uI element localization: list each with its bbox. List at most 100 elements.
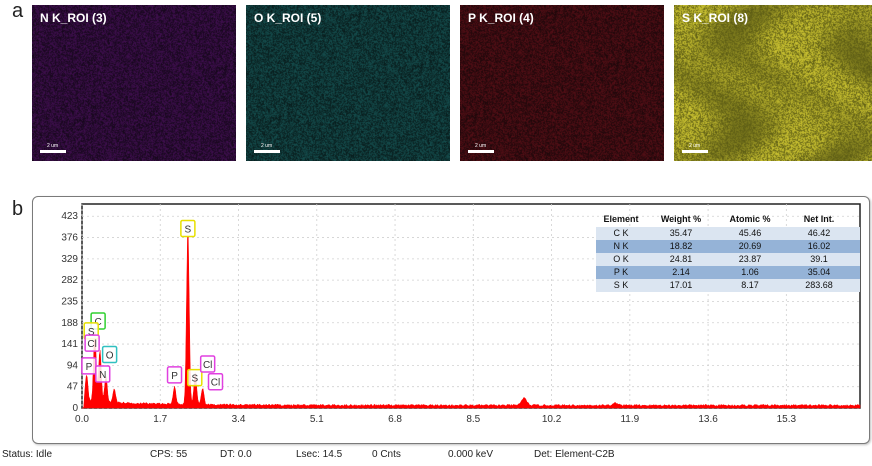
cell-atomic: 23.87 <box>738 254 762 264</box>
cell-net-int: 46.42 <box>807 228 831 238</box>
status-dt: DT: 0.0 <box>220 449 252 460</box>
table-row: N K 18.82 20.69 16.02 <box>596 240 860 253</box>
cell-weight: 24.81 <box>669 254 693 264</box>
x-tick-label: 5.1 <box>310 414 324 425</box>
element-label-box <box>166 366 183 384</box>
map-oxygen-image <box>246 5 450 161</box>
x-tick-label: 11.9 <box>620 414 639 425</box>
element-label-box <box>180 219 196 238</box>
map-phosphorus-scale-text: 2 um <box>475 143 487 149</box>
element-label-box <box>94 365 111 383</box>
cell-atomic: 8.17 <box>741 280 759 290</box>
map-sulfur-image <box>674 5 872 161</box>
map-nitrogen-label: N K_ROI (3) <box>40 11 107 25</box>
cell-net-int: 39.1 <box>810 254 828 264</box>
x-tick-label: 10.2 <box>542 414 562 425</box>
quant-table: Element Weight % Atomic % Net Int. C K 3… <box>596 211 860 292</box>
x-tick-label: 8.5 <box>466 414 480 425</box>
map-nitrogen: N K_ROI (3) 2 um <box>32 5 236 161</box>
status-cps: CPS: 55 <box>150 449 188 460</box>
element-label-box <box>199 355 216 373</box>
cell-atomic: 45.46 <box>738 228 762 238</box>
map-phosphorus: P K_ROI (4) 2 um <box>460 5 664 161</box>
map-sulfur: S K_ROI (8) 2 um <box>674 5 872 161</box>
status-bar: Status: Idle CPS: 55 DT: 0.0 Lsec: 14.5 … <box>0 446 872 464</box>
status-cnts: 0 Cnts <box>372 449 401 460</box>
map-nitrogen-image <box>32 5 236 161</box>
x-tick-label: 1.7 <box>153 414 167 425</box>
cell-element: C K <box>613 228 629 238</box>
cell-weight: 18.82 <box>669 241 693 251</box>
map-nitrogen-scale-bar: 2 um <box>40 143 66 153</box>
element-label-cl: Cl <box>87 339 96 350</box>
map-oxygen-scale-text: 2 um <box>261 143 273 149</box>
element-label-c: C <box>94 317 101 328</box>
cell-net-int: 16.02 <box>807 241 831 251</box>
cell-weight: 2.14 <box>672 267 690 277</box>
cell-atomic: 1.06 <box>741 267 759 277</box>
header-weight: Weight % <box>660 214 702 224</box>
map-phosphorus-label: P K_ROI (4) <box>468 11 534 25</box>
element-label-cl: Cl <box>203 360 212 371</box>
y-tick-label: 0 <box>72 403 78 414</box>
x-tick-label: 3.4 <box>232 414 246 425</box>
x-tick-label: 15.3 <box>777 414 797 425</box>
element-label-box <box>207 372 224 391</box>
table-row: P K 2.14 1.06 35.04 <box>596 266 860 279</box>
y-tick-label: 188 <box>61 318 78 329</box>
status-idle: Status: Idle <box>2 449 53 460</box>
panel-b-letter: b <box>12 198 24 220</box>
map-oxygen: O K_ROI (5) 2 um <box>246 5 450 161</box>
element-label-box <box>84 334 100 352</box>
quant-table-header: Element Weight % Atomic % Net Int. <box>596 211 860 227</box>
map-sulfur-scale-text: 2 um <box>689 143 701 149</box>
element-label-s: S <box>191 374 198 385</box>
map-sulfur-scale-bar: 2 um <box>682 143 708 153</box>
y-tick-label: 94 <box>67 360 79 371</box>
y-tick-label: 141 <box>61 339 78 350</box>
x-tick-label: 0.0 <box>75 414 89 425</box>
y-tick-label: 329 <box>61 254 78 265</box>
cell-element: S K <box>613 280 629 290</box>
element-label-n: N <box>99 370 106 381</box>
status-det: Det: Element-C2B <box>534 449 615 460</box>
x-tick-label: 13.6 <box>698 414 718 425</box>
y-tick-label: 235 <box>61 296 78 307</box>
cell-element: N K <box>613 241 629 251</box>
element-label-s: S <box>185 224 192 235</box>
element-label-o: O <box>106 351 114 362</box>
cell-net-int: 35.04 <box>807 267 831 277</box>
element-label-p: P <box>86 362 93 373</box>
table-row: O K 24.81 23.87 39.1 <box>596 253 860 266</box>
y-tick-label: 423 <box>61 211 78 222</box>
header-net-int: Net Int. <box>803 214 835 224</box>
element-label-p: P <box>171 371 178 382</box>
element-label-cl: Cl <box>211 378 220 389</box>
table-row: S K 17.01 8.17 283.68 <box>596 279 860 292</box>
map-oxygen-scale-bar: 2 um <box>254 143 280 153</box>
header-element: Element <box>603 214 639 224</box>
map-phosphorus-image <box>460 5 664 161</box>
element-label-s: S <box>88 327 95 338</box>
panel-a-letter: a <box>12 0 24 22</box>
map-nitrogen-scale-text: 2 um <box>47 143 59 149</box>
y-tick-label: 47 <box>67 382 79 393</box>
status-kev: 0.000 keV <box>448 449 494 460</box>
spectrum-area <box>82 235 861 409</box>
element-label-box <box>187 368 203 387</box>
cell-element: P K <box>613 267 629 277</box>
map-oxygen-label: O K_ROI (5) <box>254 11 322 25</box>
table-row: C K 35.47 45.46 46.42 <box>596 227 860 240</box>
x-tick-label: 6.8 <box>388 414 402 425</box>
cell-weight: 17.01 <box>669 280 693 290</box>
header-atomic: Atomic % <box>729 214 771 224</box>
status-lsec: Lsec: 14.5 <box>296 449 343 460</box>
y-tick-label: 376 <box>61 233 78 244</box>
cell-net-int: 283.68 <box>805 280 833 290</box>
cell-element: O K <box>613 254 629 264</box>
map-sulfur-label: S K_ROI (8) <box>682 11 749 25</box>
cell-weight: 35.47 <box>669 228 693 238</box>
cell-atomic: 20.69 <box>738 241 762 251</box>
y-tick-label: 282 <box>61 275 78 286</box>
